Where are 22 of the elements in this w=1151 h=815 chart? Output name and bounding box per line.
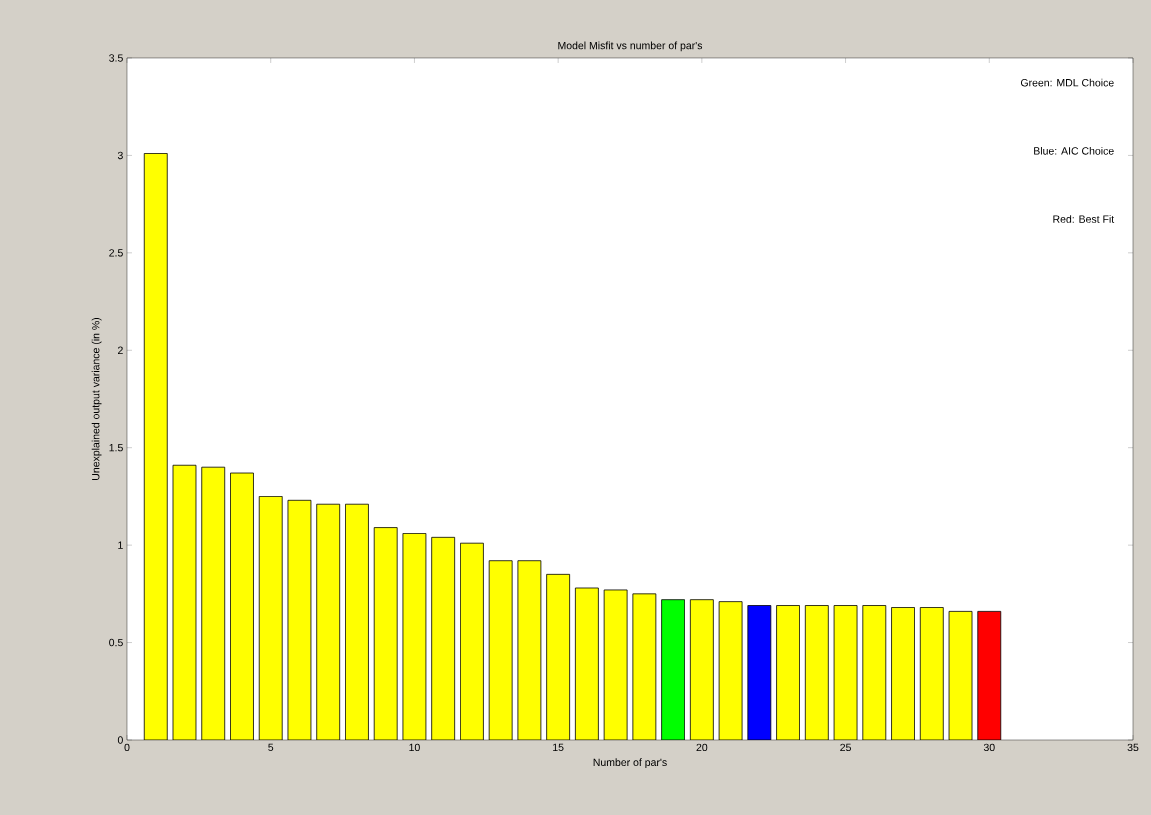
y-tick-label: 0 xyxy=(117,736,123,744)
annotation: Green: MDL Choice xyxy=(1020,78,1114,87)
x-axis-title: Number of par's xyxy=(593,758,667,769)
chart-title: Model Misfit vs number of par's xyxy=(558,41,703,52)
x-tick-label: 30 xyxy=(983,743,995,752)
y-tick-label: 0.5 xyxy=(109,638,123,647)
y-tick-label: 1.5 xyxy=(109,444,123,452)
x-tick-label: 0 xyxy=(124,743,130,752)
x-tick-label: 5 xyxy=(268,743,274,752)
x-tick-label: 15 xyxy=(553,743,564,752)
x-tick-label: 10 xyxy=(409,743,420,752)
x-tick-label: 35 xyxy=(1127,743,1139,752)
y-tick-label: 1 xyxy=(118,541,123,549)
annotation: Blue: AIC Choice xyxy=(1034,146,1114,155)
y-tick-label: 2 xyxy=(118,346,123,354)
annotation: Red: Best Fit xyxy=(1053,215,1115,223)
y-tick-label: 3 xyxy=(117,151,123,160)
y-axis-title: Unexplained output variance (in %) xyxy=(91,317,102,480)
x-tick-label: 25 xyxy=(840,743,851,752)
y-tick-label: 3.5 xyxy=(109,54,123,62)
x-tick-label: 20 xyxy=(696,743,708,752)
y-tick-label: 2.5 xyxy=(109,249,123,257)
